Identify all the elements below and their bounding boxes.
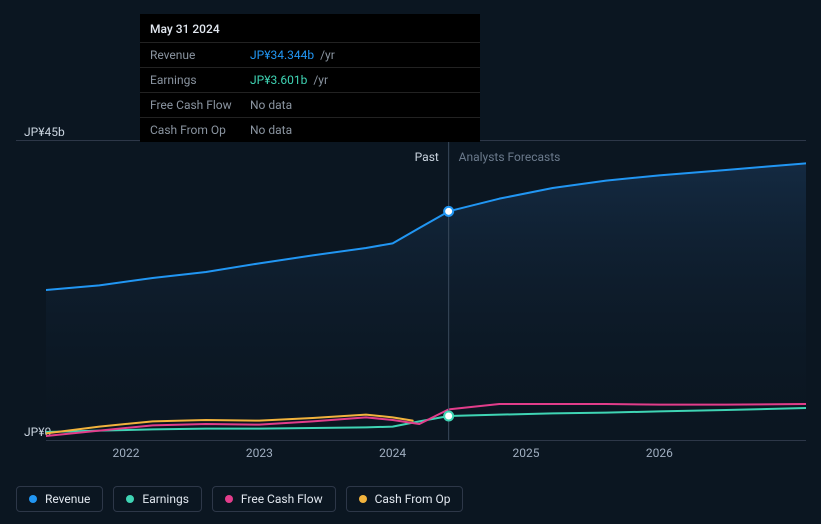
legend-fcf[interactable]: Free Cash Flow xyxy=(212,486,336,512)
legend-label-revenue: Revenue xyxy=(45,492,90,506)
tooltip-label: Revenue xyxy=(150,48,250,62)
tooltip-value: No data xyxy=(250,98,470,112)
legend-cfo[interactable]: Cash From Op xyxy=(346,486,464,512)
gridline-base xyxy=(46,440,806,441)
tooltip-row: EarningsJP¥3.601b /yr xyxy=(140,67,480,92)
tooltip-label: Cash From Op xyxy=(150,123,250,137)
legend-dot-earnings xyxy=(126,495,134,503)
chart-plot[interactable] xyxy=(46,140,806,440)
x-tick: 2022 xyxy=(113,446,140,460)
tooltip-row: RevenueJP¥34.344b /yr xyxy=(140,42,480,67)
legend: Revenue Earnings Free Cash Flow Cash Fro… xyxy=(16,486,463,512)
legend-label-earnings: Earnings xyxy=(142,492,189,506)
x-tick: 2023 xyxy=(246,446,273,460)
legend-label-fcf: Free Cash Flow xyxy=(241,492,323,506)
tooltip-date: May 31 2024 xyxy=(140,14,480,42)
x-tick: 2026 xyxy=(646,446,673,460)
tooltip-value: JP¥3.601b /yr xyxy=(250,73,470,87)
tooltip: May 31 2024 RevenueJP¥34.344b /yrEarning… xyxy=(140,14,480,142)
tooltip-label: Earnings xyxy=(150,73,250,87)
legend-revenue[interactable]: Revenue xyxy=(16,486,103,512)
legend-dot-fcf xyxy=(225,495,233,503)
tooltip-label: Free Cash Flow xyxy=(150,98,250,112)
past-label: Past xyxy=(415,150,439,164)
legend-earnings[interactable]: Earnings xyxy=(113,486,202,512)
tooltip-row: Free Cash FlowNo data xyxy=(140,92,480,117)
x-tick: 2024 xyxy=(379,446,406,460)
tooltip-row: Cash From OpNo data xyxy=(140,117,480,142)
y-axis-label-top: JP¥45b xyxy=(24,125,65,139)
forecast-label: Analysts Forecasts xyxy=(459,150,561,164)
x-tick: 2025 xyxy=(513,446,540,460)
legend-dot-revenue xyxy=(29,495,37,503)
tooltip-value: No data xyxy=(250,123,470,137)
tooltip-value: JP¥34.344b /yr xyxy=(250,48,470,62)
legend-dot-cfo xyxy=(359,495,367,503)
chart-container: JP¥45b JP¥0 Past Analysts Forecasts 2022… xyxy=(16,120,806,460)
legend-label-cfo: Cash From Op xyxy=(375,492,451,506)
